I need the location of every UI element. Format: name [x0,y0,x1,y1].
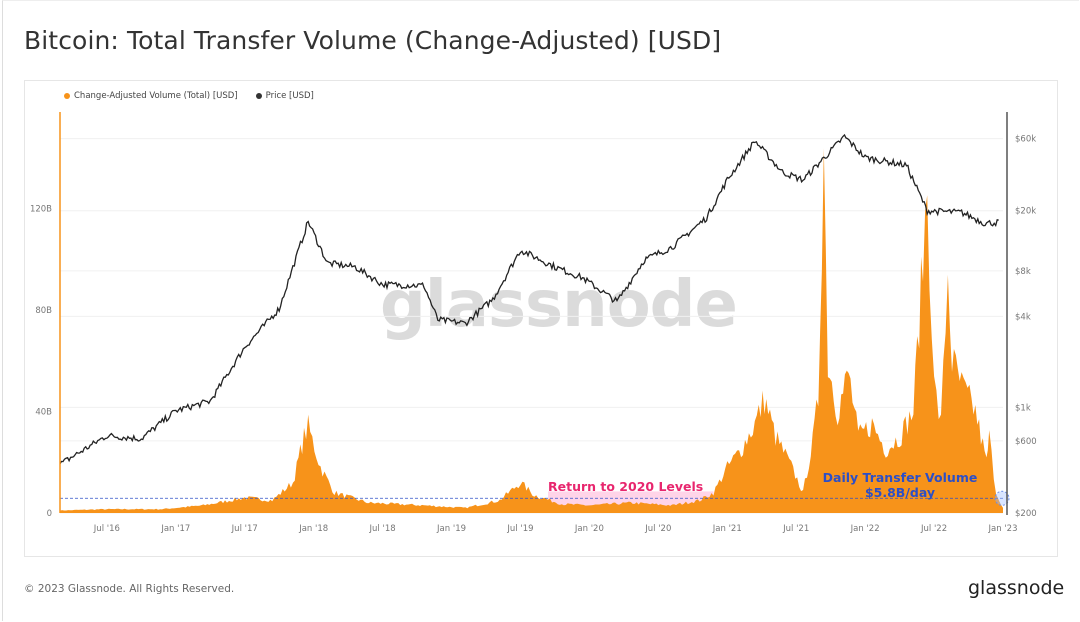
x-tick-label: Jan '20 [574,524,604,534]
x-tick-label: Jul '22 [920,524,947,534]
y-right-tick-label: $1k [1015,403,1031,413]
reference-marker [994,490,1010,506]
x-tick-label: Jan '17 [160,524,190,534]
legend: Change-Adjusted Volume (Total) [USD] Pri… [64,91,314,101]
x-tick-label: Jan '23 [988,524,1018,534]
x-tick-label: Jul '20 [644,524,671,534]
y-left-tick-label: 0 [47,509,52,519]
x-tick-label: Jul '21 [782,524,809,534]
y-right-tick-label: $20k [1015,207,1036,217]
annotation-line1: Daily Transfer Volume [822,470,978,485]
x-tick-label: Jan '21 [712,524,742,534]
x-tick-label: Jul '16 [93,524,120,534]
copyright: © 2023 Glassnode. All Rights Reserved. [24,583,235,595]
annotation-daily-volume: Daily Transfer Volume $5.8B/day [820,470,980,500]
x-tick-label: Jan '18 [298,524,328,534]
volume-area [60,148,1003,514]
price-line [59,133,999,465]
x-tick-label: Jan '22 [850,524,880,534]
y-right-tick-label: $8k [1015,267,1031,277]
chart-title: Bitcoin: Total Transfer Volume (Change-A… [24,26,722,55]
y-left-tick-label: 80B [35,306,52,316]
x-tick-label: Jul '17 [231,524,258,534]
y-right-tick-label: $600 [1015,437,1037,447]
legend-item-volume[interactable]: Change-Adjusted Volume (Total) [USD] [64,91,238,101]
annotation-line2: $5.8B/day [864,485,936,500]
x-tick-label: Jan '19 [436,524,466,534]
legend-dot-icon [64,92,70,99]
y-left-tick-label: 40B [35,407,52,417]
x-tick-label: Jul '19 [506,524,533,534]
x-tick-label: Jul '18 [369,524,396,534]
legend-label: Price [USD] [265,91,314,101]
legend-dot-icon [255,92,262,99]
y-right-tick-label: $4k [1015,312,1031,322]
annotation-return-2020: Return to 2020 Levels [548,479,704,494]
legend-item-price[interactable]: Price [USD] [255,91,314,101]
watermark: glassnode [380,268,738,342]
y-right-tick-label: $60k [1015,135,1036,145]
legend-label: Change-Adjusted Volume (Total) [USD] [74,91,238,101]
chart-card [24,80,1058,557]
y-right-tick-label: $200 [1015,509,1037,519]
y-left-tick-label: 120B [30,204,52,214]
glassnode-logo[interactable]: glassnode [968,577,1065,599]
